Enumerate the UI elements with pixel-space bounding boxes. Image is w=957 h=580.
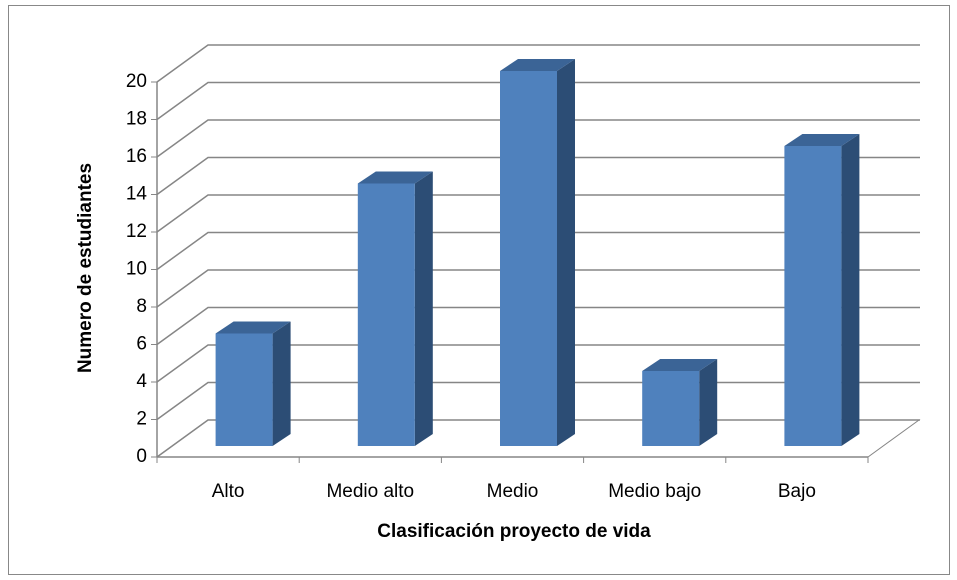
grid-line [156,306,920,346]
y-tick-label: 14 [126,184,148,205]
y-axis-title: Numero de estudiantes [75,163,96,373]
x-tick-label: Medio [487,481,539,502]
bar-side [699,359,718,446]
y-tick-label: 10 [126,259,147,280]
bar-front [500,71,557,446]
y-tick-label: 8 [136,296,147,317]
bar [215,321,291,446]
bar-side [272,321,291,446]
bar-top [784,134,860,146]
grid-line [156,344,920,383]
bar-side [414,171,433,446]
grid-line [156,44,920,83]
x-tick-label: Alto [212,481,245,502]
bar [784,134,860,446]
y-tick-label: 20 [126,71,147,92]
y-tick-label: 12 [126,221,147,242]
bar-front [215,333,273,446]
bar-top [357,171,433,184]
y-tick-label: 16 [126,146,147,167]
grid-line [156,81,920,121]
x-tick-label: Bajo [778,481,816,502]
bar-side [557,59,575,446]
bar-front [784,146,842,446]
bar-top [642,359,718,371]
y-tick-label: 6 [136,334,147,355]
x-tick-label: Medio bajo [608,481,701,502]
grid-line [156,194,920,233]
y-tick-label: 2 [136,409,147,430]
grid-line [156,119,920,158]
bar [500,59,575,446]
x-tick-label: Medio alto [326,481,414,502]
grid-line [156,269,920,308]
bar-top [500,59,575,71]
bar-front [642,371,700,446]
bar-side [841,134,860,446]
bar-front [357,183,415,446]
y-tick-label: 4 [136,371,147,392]
grid-line [156,156,920,196]
x-axis-title: Clasificación proyecto de vida [377,521,651,542]
grid-line [156,231,920,271]
y-tick-label: 0 [136,446,147,467]
bar-top [215,321,291,334]
y-tick-label: 18 [126,109,147,130]
bar [357,171,433,446]
bar [642,359,718,446]
